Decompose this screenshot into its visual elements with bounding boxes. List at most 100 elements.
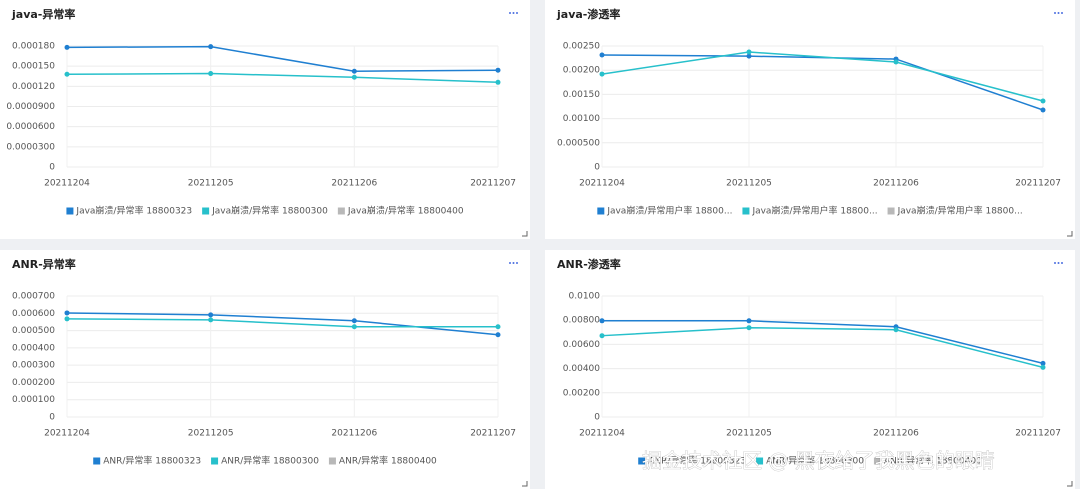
y-tick-label: 0	[49, 163, 55, 173]
series-line	[66, 45, 499, 72]
x-tick-label: 20211204	[44, 429, 90, 439]
menu-dot	[516, 12, 518, 14]
data-point	[495, 67, 501, 73]
resize-handle	[1067, 481, 1073, 487]
chart-title: ANR-异常率	[12, 257, 76, 271]
data-point	[495, 324, 501, 330]
x-tick-label: 20211204	[579, 429, 625, 439]
menu-dot	[512, 12, 515, 14]
data-point	[599, 52, 605, 58]
y-tick-label: 0.00100	[563, 114, 600, 124]
legend-label: Java崩溃/异常用户率 18800...	[751, 205, 877, 217]
y-tick-label: 0.00250	[563, 42, 600, 52]
legend: ANR/异常率 18800323 ANR/异常率 18800300 ANR/异常率 …	[93, 455, 437, 467]
series-line	[601, 326, 1044, 369]
y-tick-label: 0.00200	[563, 66, 600, 76]
chart-panel: java-异常率 0 0.0000300 0.0000600 0.0000900 0.00…	[0, 0, 530, 239]
data-point	[893, 59, 899, 65]
data-point	[746, 53, 752, 59]
legend-label: ANR/异常率 18800323	[648, 455, 746, 467]
data-point	[351, 324, 357, 330]
legend-swatch	[873, 457, 881, 465]
data-point	[1040, 107, 1046, 113]
data-point	[599, 71, 605, 77]
legend: Java崩溃/异常率 18800323 Java崩溃/异常率 18800300 Ja…	[66, 205, 464, 217]
x-tick-label: 20211207	[1015, 179, 1061, 189]
data-point	[208, 312, 214, 318]
data-point	[1040, 360, 1046, 366]
menu-dot	[1057, 12, 1060, 14]
data-point	[599, 318, 605, 324]
x-tick-label: 20211207	[470, 429, 516, 439]
chart-panel: ANR-渗透率 0 0.00200 0.00400 0.00600 0.00800 0.01…	[545, 250, 1075, 489]
chart-panel: java-渗透率 0 0.000500 0.00100 0.00150 0.00200 0.…	[545, 0, 1075, 239]
x-tick-label: 20211205	[726, 429, 772, 439]
y-tick-label: 0.0000900	[6, 102, 55, 112]
watermark: 掘金技术社区 @ 黑夜给了我黑色的眼睛	[642, 449, 995, 473]
legend: ANR/异常率 18800323 ANR/异常率 18800300 ANR/异常率 …	[638, 455, 982, 467]
chart-title: ANR-渗透率	[557, 257, 621, 271]
chart-title: java-渗透率	[556, 7, 620, 21]
menu-dot	[509, 262, 511, 264]
y-tick-label: 0.00200	[563, 388, 600, 398]
y-tick-label: 0	[594, 163, 600, 173]
y-tick-label: 0.0000600	[6, 122, 55, 132]
x-tick-label: 20211206	[331, 179, 377, 189]
legend-label: ANR/异常率 18800323	[103, 455, 201, 467]
data-point	[746, 49, 752, 55]
series-line	[66, 72, 499, 84]
y-tick-label: 0.000200	[12, 378, 55, 388]
legend-label: ANR/异常率 18800300	[766, 455, 864, 467]
series-line	[66, 312, 499, 336]
series-line	[601, 51, 1044, 102]
y-tick-label: 0.000100	[12, 395, 55, 405]
x-tick-label: 20211204	[579, 179, 625, 189]
resize-handle	[522, 231, 528, 237]
x-tick-label: 20211205	[188, 429, 234, 439]
legend-swatch	[742, 207, 750, 215]
y-tick-label: 0.00600	[563, 340, 600, 350]
x-tick-label: 20211204	[44, 179, 90, 189]
y-tick-label: 0	[594, 413, 600, 423]
legend-label: ANR/异常率 18800300	[221, 455, 319, 467]
series-line	[602, 320, 1044, 365]
resize-handle	[522, 481, 528, 487]
data-point	[64, 310, 70, 316]
legend-swatch	[93, 457, 101, 465]
legend-label: ANR/异常率 18800400	[884, 455, 982, 467]
y-tick-label: 0.000400	[12, 343, 55, 353]
series-line	[66, 318, 498, 328]
y-tick-label: 0.0000300	[6, 142, 55, 152]
panel-bg	[545, 250, 1075, 489]
data-point	[746, 318, 752, 324]
y-tick-label: 0.00150	[563, 90, 600, 100]
data-point	[64, 44, 70, 50]
data-point	[64, 71, 70, 77]
menu-dot	[512, 262, 515, 264]
x-tick-label: 20211206	[873, 179, 919, 189]
menu-dot	[1054, 12, 1056, 14]
menu-dot	[516, 262, 518, 264]
y-tick-label: 0.000300	[12, 361, 55, 371]
legend-swatch	[66, 207, 74, 215]
x-tick-label: 20211205	[188, 179, 234, 189]
data-point	[599, 333, 605, 339]
x-tick-label: 20211206	[873, 429, 919, 439]
x-tick-label: 20211207	[1015, 429, 1061, 439]
legend-swatch	[597, 207, 605, 215]
data-point	[208, 44, 214, 50]
data-point	[351, 318, 357, 324]
legend-swatch	[887, 207, 895, 215]
chart-panel: ANR-异常率 0 0.000100 0.000200 0.000300 0.000400…	[0, 250, 530, 489]
y-tick-label: 0.00400	[563, 364, 600, 374]
data-point	[495, 332, 501, 338]
legend-label: Java崩溃/异常率 18800300	[211, 205, 328, 217]
y-tick-label: 0.000180	[12, 42, 55, 52]
data-point	[208, 71, 214, 77]
legend-swatch	[337, 207, 345, 215]
x-tick-label: 20211207	[470, 179, 516, 189]
legend-swatch	[756, 457, 764, 465]
data-point	[64, 316, 70, 322]
menu-dot	[1061, 12, 1063, 14]
